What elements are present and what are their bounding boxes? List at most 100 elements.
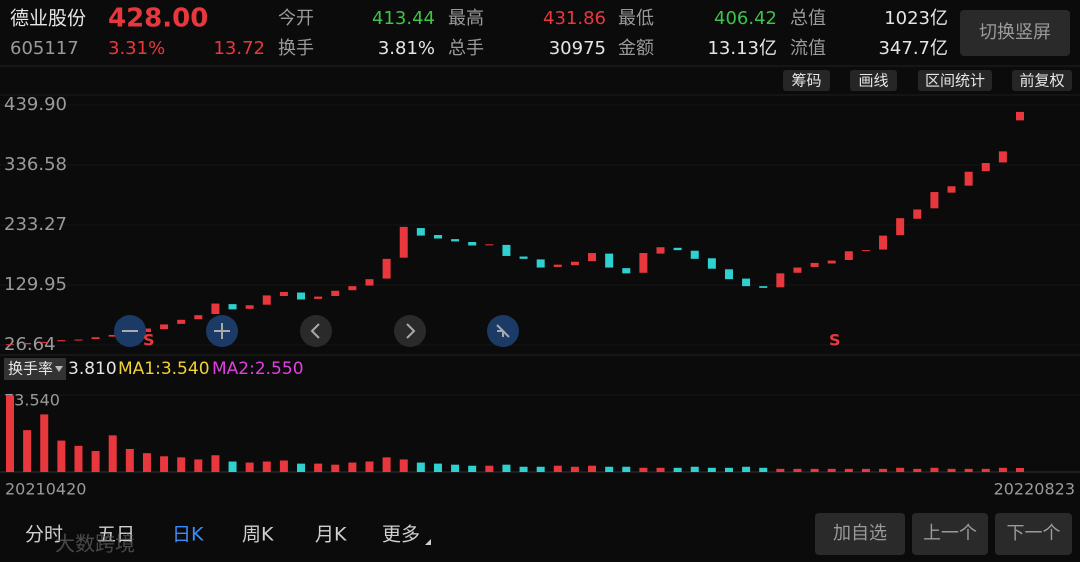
stat-value: 30975 bbox=[549, 38, 606, 59]
volume-bar bbox=[194, 459, 203, 472]
volume-bar bbox=[998, 467, 1007, 472]
tab[interactable]: 月K bbox=[315, 524, 347, 546]
signal: S bbox=[829, 331, 841, 350]
action-button[interactable] bbox=[815, 513, 905, 555]
candle-body bbox=[194, 315, 203, 320]
volume-bar bbox=[297, 463, 306, 472]
tool-button[interactable] bbox=[783, 70, 830, 91]
tab[interactable]: 分时 bbox=[25, 524, 63, 546]
stat-value: 406.42 bbox=[714, 8, 777, 29]
stat-label: 最低 bbox=[618, 8, 654, 29]
prev[interactable] bbox=[300, 315, 332, 347]
candle-body bbox=[416, 228, 425, 236]
candle-body bbox=[947, 186, 956, 193]
tab[interactable]: 周K bbox=[242, 524, 274, 546]
candle-body bbox=[981, 163, 990, 172]
volume-bar bbox=[365, 461, 374, 472]
y-tick-label: 26.64 bbox=[4, 334, 56, 355]
candle-body bbox=[6, 344, 14, 346]
tool-button[interactable] bbox=[850, 70, 897, 91]
volume-bar bbox=[177, 457, 186, 472]
volume-bar bbox=[519, 466, 528, 472]
volume-bar bbox=[810, 468, 819, 472]
tool-label: 前复权 bbox=[1019, 72, 1064, 90]
volume-bar bbox=[160, 456, 169, 472]
rotate-button[interactable] bbox=[960, 10, 1070, 56]
candle-body bbox=[314, 296, 323, 299]
stat-value: 13.13亿 bbox=[707, 38, 777, 59]
volume-bar bbox=[279, 460, 288, 472]
volume-bar bbox=[142, 453, 151, 472]
action-label: 下一个 bbox=[1007, 523, 1061, 544]
end-date: 20220823 bbox=[994, 480, 1075, 499]
candle-body bbox=[793, 267, 802, 273]
tool-label: 画线 bbox=[858, 72, 888, 90]
signal: S bbox=[143, 331, 155, 350]
volume-bar bbox=[896, 467, 905, 472]
candle-body bbox=[262, 295, 271, 305]
y-tick-label: 73.540 bbox=[4, 391, 60, 410]
candle-body bbox=[707, 258, 716, 269]
more-arrow bbox=[425, 539, 431, 545]
candle-body bbox=[40, 341, 49, 343]
volume-bar bbox=[759, 467, 768, 472]
volume-bar bbox=[639, 467, 648, 472]
watermark: 大数跨境 bbox=[55, 532, 135, 556]
indicator-select[interactable] bbox=[4, 358, 66, 380]
volume-bar bbox=[690, 466, 699, 472]
volume-bar bbox=[331, 464, 340, 472]
candle-body bbox=[1016, 111, 1024, 121]
volume-bar bbox=[262, 461, 271, 472]
stock-code: 605117 bbox=[10, 38, 79, 59]
candle-body bbox=[605, 253, 614, 268]
volume-bar bbox=[588, 465, 597, 472]
candle-body bbox=[399, 226, 408, 258]
volume-bar bbox=[844, 468, 853, 472]
tab[interactable]: 日K bbox=[172, 524, 204, 546]
indicator-value: 3.810 bbox=[68, 359, 117, 379]
volume-bar bbox=[502, 464, 511, 472]
candle-body bbox=[964, 171, 973, 186]
candle-body bbox=[331, 290, 340, 297]
tool-button[interactable] bbox=[1012, 70, 1072, 91]
indicator-name: 换手率 bbox=[8, 360, 53, 378]
tool-button[interactable] bbox=[918, 70, 992, 91]
candle-body bbox=[23, 343, 32, 345]
action-label: 加自选 bbox=[833, 523, 887, 544]
action-button[interactable] bbox=[912, 513, 988, 555]
volume-bar bbox=[74, 445, 83, 472]
stat-value: 431.86 bbox=[543, 8, 606, 29]
volume-bar bbox=[451, 464, 460, 472]
tab[interactable]: 五日 bbox=[97, 524, 135, 546]
volume-bar bbox=[553, 465, 562, 472]
candle-body bbox=[656, 247, 665, 254]
volume-bar bbox=[930, 467, 939, 472]
volume-bar bbox=[91, 451, 100, 472]
candle-body bbox=[74, 339, 83, 341]
candle-body bbox=[930, 192, 939, 209]
candle-body bbox=[759, 286, 768, 288]
candle-body bbox=[536, 259, 545, 268]
volume-bar bbox=[622, 466, 631, 472]
volume-bar bbox=[108, 435, 117, 472]
volume-bar bbox=[23, 430, 32, 472]
next[interactable] bbox=[394, 315, 426, 347]
stat-value: 1023亿 bbox=[884, 8, 948, 29]
candle-body bbox=[91, 337, 100, 339]
action-button[interactable] bbox=[995, 513, 1072, 555]
candle-body bbox=[279, 291, 288, 297]
tool-label: 筹码 bbox=[791, 72, 821, 90]
candle-body bbox=[913, 209, 922, 219]
volume-bar bbox=[57, 440, 66, 472]
candle-body bbox=[451, 239, 460, 242]
y-tick-label: 129.95 bbox=[4, 274, 67, 295]
volume-bar bbox=[981, 468, 990, 472]
volume-bar bbox=[382, 457, 391, 472]
tab[interactable]: 更多 bbox=[382, 524, 420, 546]
candle-body bbox=[879, 235, 888, 250]
candle-body bbox=[245, 305, 254, 309]
volume-bar bbox=[742, 466, 751, 472]
volume-bar bbox=[40, 414, 49, 472]
volume-bar bbox=[485, 465, 494, 472]
candle-body bbox=[177, 319, 186, 324]
